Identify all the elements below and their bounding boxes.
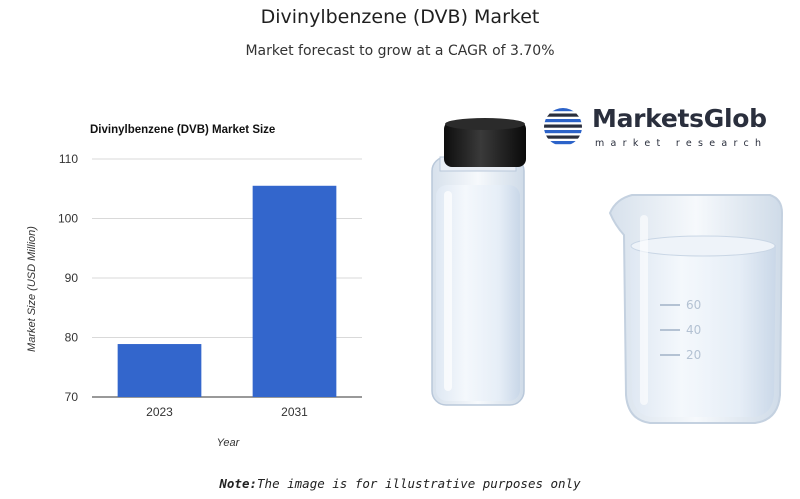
chart-canvas: 70 80 90 100 110 2023 2031 xyxy=(58,152,362,419)
beaker-mark-20: 20 xyxy=(686,348,701,362)
y-tick-label-110: 110 xyxy=(59,152,78,166)
brand-logo: MarketsGlob market research xyxy=(542,104,767,151)
disclaimer-note: Note:The image is for illustrative purpo… xyxy=(0,476,800,491)
x-axis-label: Year xyxy=(216,437,240,449)
bar-2031 xyxy=(252,185,337,397)
beaker-mark-40: 40 xyxy=(686,323,701,337)
page-title: Divinylbenzene (DVB) Market xyxy=(260,6,540,28)
globe-stripes-icon xyxy=(544,108,582,145)
x-tick-label-2023: 2023 xyxy=(146,405,173,419)
beaker-mark-60: 60 xyxy=(686,298,701,312)
y-axis-label: Market Size (USD Million) xyxy=(26,226,38,352)
y-tick-label-90: 90 xyxy=(65,271,79,285)
bar-chart: 70 80 90 100 110 2023 2031 Divinylbenzene (DVB… xyxy=(0,110,400,460)
y-tick-label-70: 70 xyxy=(65,390,79,404)
illustration-photo: 60 40 20 xyxy=(431,118,784,424)
logo-name: MarketsGlob xyxy=(592,104,767,133)
vial-image xyxy=(431,118,526,406)
x-tick-label-2031: 2031 xyxy=(281,405,308,419)
beaker-image: 60 40 20 xyxy=(608,194,784,424)
y-tick-label-100: 100 xyxy=(58,212,78,226)
logo-tagline: market research xyxy=(595,138,768,149)
chart-title: Divinylbenzene (DVB) Market Size xyxy=(90,124,276,136)
note-text: The image is for illustrative purposes o… xyxy=(257,476,581,491)
page-subtitle: Market forecast to grow at a CAGR of 3.7… xyxy=(245,43,555,59)
note-label: Note: xyxy=(219,476,258,491)
bar-2023 xyxy=(117,344,202,397)
y-tick-label-80: 80 xyxy=(65,331,79,345)
